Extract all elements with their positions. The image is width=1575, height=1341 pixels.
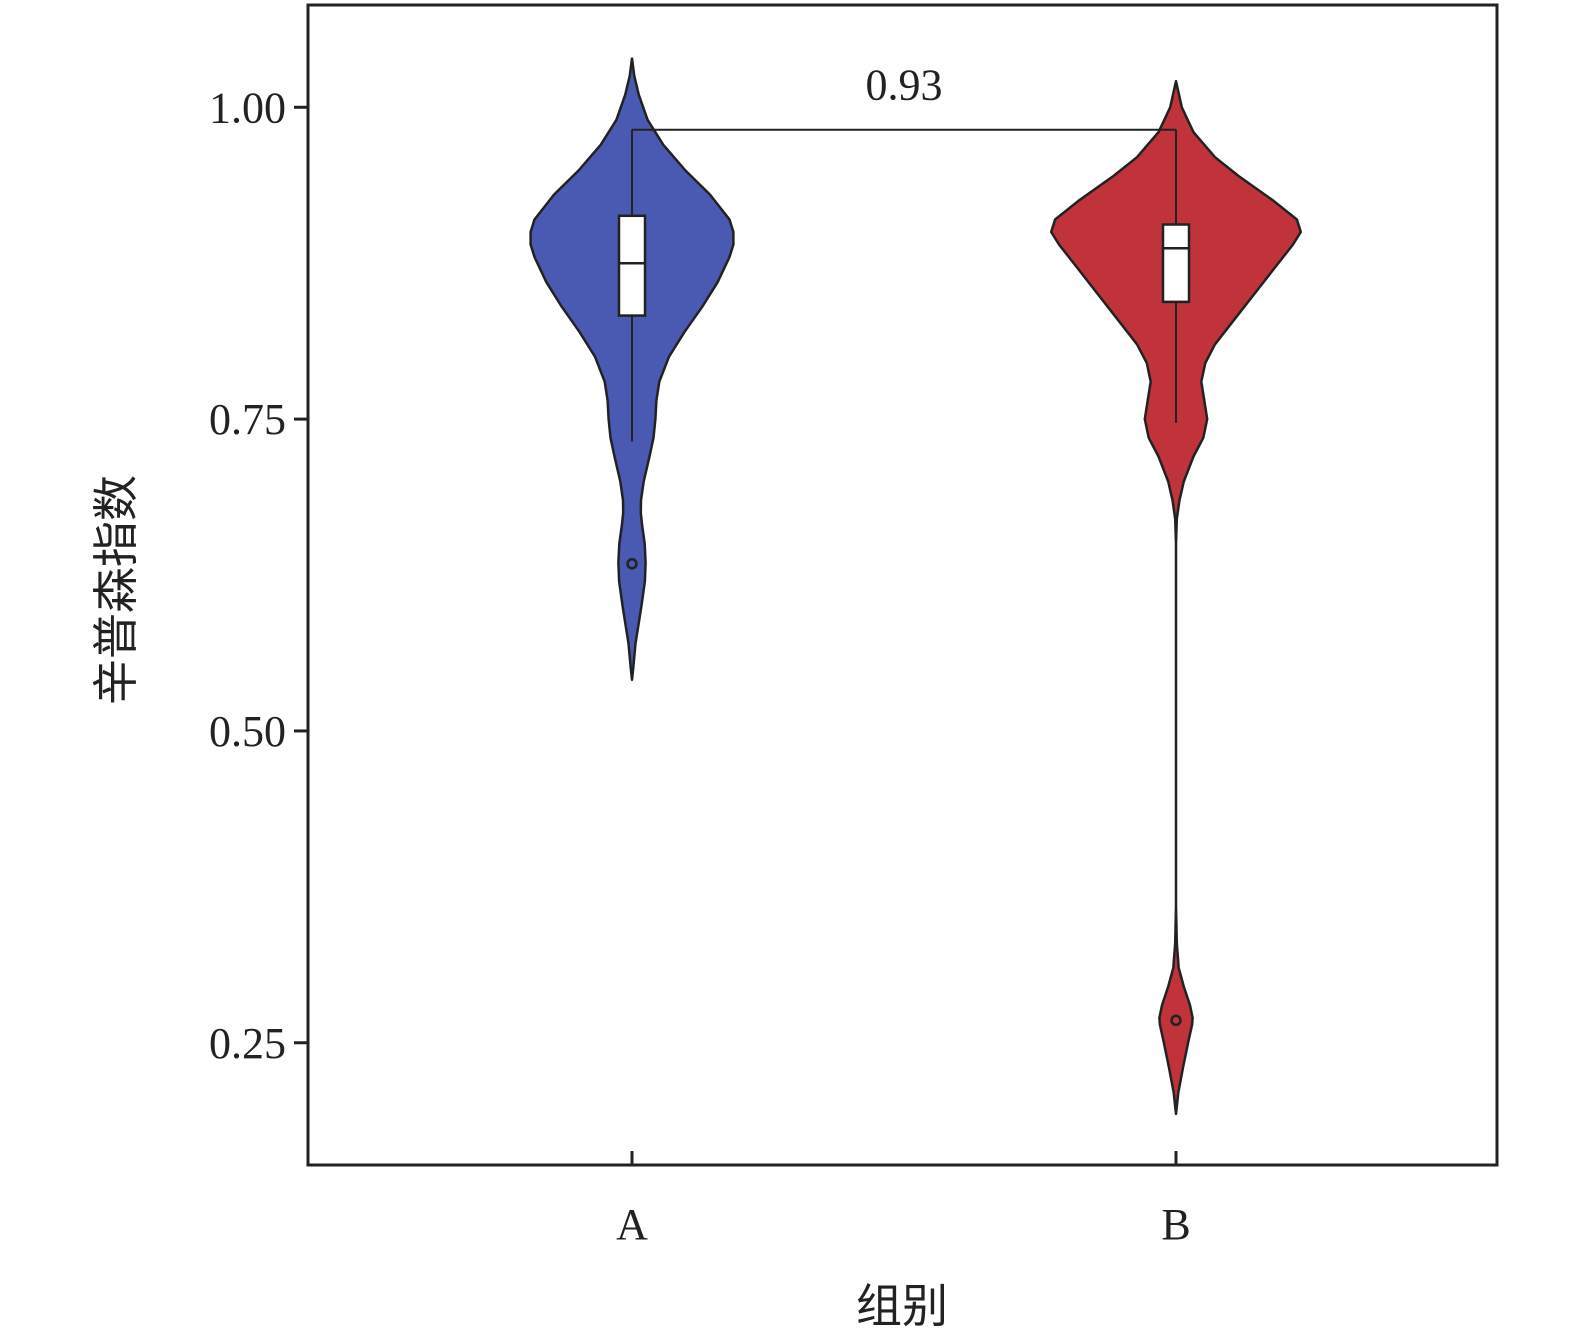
axes-layer: 0.25 0.50 0.75 1.00 A B <box>209 83 1191 1249</box>
x-tick-label-A: A <box>616 1200 648 1249</box>
plot-frame <box>306 3 1499 1167</box>
y-tick-label-2: 0.75 <box>209 395 286 444</box>
box-B <box>1161 223 1191 304</box>
x-axis-title: 组别 <box>856 1279 948 1333</box>
comparison-layer: 0.93 <box>631 61 1177 158</box>
y-tick-label-3: 1.00 <box>209 83 286 132</box>
y-tick-label-0: 0.25 <box>209 1019 286 1068</box>
y-axis-title: 辛普森指数 <box>89 475 143 705</box>
outlier-A-0 <box>626 558 638 570</box>
y-tick-label-1: 0.50 <box>209 707 286 756</box>
x-tick-label-B: B <box>1161 1200 1190 1249</box>
outlier-B-0 <box>1170 1014 1182 1027</box>
boxplot-layer <box>617 129 1191 1027</box>
comparison-label: 0.93 <box>866 61 943 110</box>
box-A <box>617 214 647 317</box>
